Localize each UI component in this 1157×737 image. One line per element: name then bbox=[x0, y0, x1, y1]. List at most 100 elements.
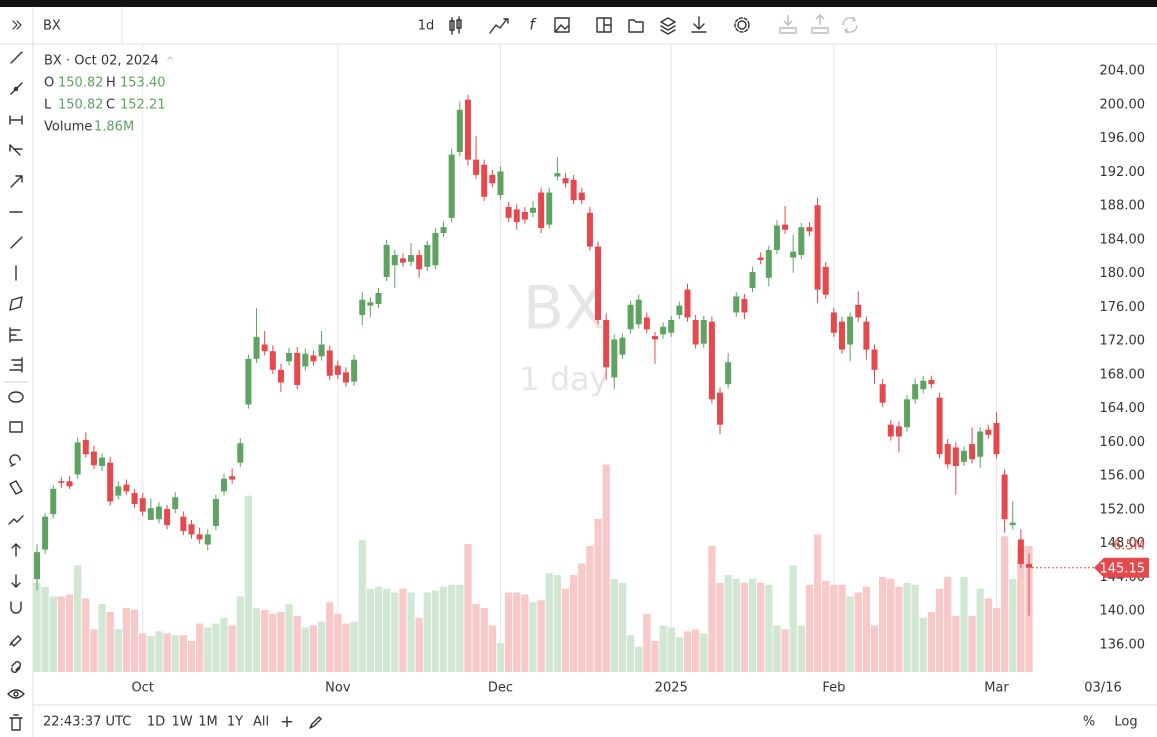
top-strip bbox=[0, 0, 1157, 7]
y-tick-label: 188.00 bbox=[1100, 199, 1146, 214]
volume-bar bbox=[147, 635, 155, 672]
candle-body bbox=[871, 349, 878, 370]
candle-body bbox=[334, 365, 341, 375]
volume-bar bbox=[683, 631, 692, 672]
candle-body bbox=[814, 205, 821, 290]
x-tick-label: Feb bbox=[822, 681, 845, 696]
candle-body bbox=[790, 251, 797, 258]
y-tick-label: 152.00 bbox=[1100, 502, 1146, 517]
volume-bar bbox=[732, 578, 740, 672]
candle-body bbox=[286, 352, 293, 362]
legend-caret[interactable]: ^ bbox=[166, 56, 174, 67]
volume-bar bbox=[33, 582, 41, 672]
volume-bar bbox=[895, 586, 903, 672]
candle-body bbox=[212, 498, 219, 526]
candle-body bbox=[651, 336, 658, 340]
candle-body bbox=[749, 271, 756, 288]
percent-button[interactable]: % bbox=[1083, 715, 1095, 730]
volume-bar bbox=[366, 588, 375, 672]
volume-bar bbox=[586, 546, 594, 672]
volume-bar bbox=[472, 604, 480, 672]
candle-body bbox=[887, 424, 894, 437]
volume-bar bbox=[391, 592, 399, 672]
volume-bar bbox=[529, 602, 537, 672]
volume-bar bbox=[651, 640, 659, 672]
range-button[interactable]: 1D bbox=[147, 715, 165, 730]
last-volume-label: 6.5M bbox=[1113, 539, 1145, 554]
y-tick-label: 192.00 bbox=[1100, 165, 1146, 180]
candle-body bbox=[147, 508, 154, 520]
toolbar-icons[interactable]: f bbox=[449, 14, 858, 35]
cursor-date-label: 03/16 bbox=[1084, 681, 1121, 696]
range-button[interactable]: 1W bbox=[171, 715, 192, 730]
candle-body bbox=[326, 350, 333, 376]
add-range-button[interactable]: + bbox=[280, 712, 294, 732]
volume-bar bbox=[488, 625, 497, 672]
volume-bar bbox=[439, 586, 448, 672]
candle-body bbox=[131, 493, 138, 505]
volume-bar bbox=[797, 625, 805, 672]
volume-bar bbox=[431, 590, 440, 672]
volume-bar bbox=[261, 609, 269, 672]
last-price-tag bbox=[1094, 557, 1149, 578]
interval-button[interactable]: 1d bbox=[418, 19, 435, 34]
symbol-button[interactable]: BX bbox=[43, 19, 61, 34]
candle-body bbox=[969, 444, 976, 460]
volume-bar bbox=[813, 534, 822, 672]
volume-bar bbox=[407, 592, 415, 672]
candle-body bbox=[188, 524, 195, 535]
volume-bar bbox=[448, 584, 456, 672]
volume-bar bbox=[773, 625, 781, 672]
range-button[interactable]: 1M bbox=[198, 715, 218, 730]
clock: 22:43:37 UTC bbox=[43, 715, 131, 730]
range-button[interactable]: 1Y bbox=[227, 715, 243, 730]
volume-bar bbox=[350, 621, 358, 672]
candle-body bbox=[895, 426, 902, 437]
candle-body bbox=[619, 337, 626, 355]
volume-bar bbox=[480, 608, 488, 672]
draw-button[interactable] bbox=[309, 716, 322, 729]
volume-bar bbox=[244, 495, 253, 672]
legend: BX · Oct 02, 2024 ^ O 150.82 H 153.40 L … bbox=[38, 50, 174, 142]
volume-bar bbox=[423, 592, 431, 672]
volume-bar bbox=[204, 627, 212, 672]
legend-value: 150.82 bbox=[58, 98, 104, 113]
y-tick-label: 180.00 bbox=[1100, 266, 1146, 281]
volume-bar bbox=[155, 631, 163, 672]
candle-body bbox=[757, 257, 764, 261]
candle-body bbox=[530, 207, 536, 213]
candle-body bbox=[765, 249, 772, 278]
volume-bar bbox=[765, 584, 773, 672]
candle-body bbox=[74, 442, 81, 475]
candle-body bbox=[700, 320, 707, 344]
candle-body bbox=[692, 320, 699, 345]
candle-body bbox=[944, 444, 951, 465]
legend-value: 153.40 bbox=[120, 76, 166, 91]
candle-body bbox=[920, 380, 927, 390]
candle-body bbox=[34, 552, 40, 580]
candle-body bbox=[448, 154, 455, 218]
candle-body bbox=[107, 462, 114, 502]
candle-body bbox=[782, 224, 789, 230]
candle-body bbox=[1026, 563, 1032, 568]
candle-body bbox=[952, 447, 959, 467]
volume-bar bbox=[545, 573, 553, 672]
volume-bar bbox=[984, 598, 993, 672]
range-button[interactable]: All bbox=[253, 715, 269, 730]
candle-body bbox=[684, 289, 691, 318]
candle-body bbox=[416, 255, 423, 270]
candle-body bbox=[741, 298, 748, 313]
candle-body bbox=[318, 344, 325, 357]
volume-bar bbox=[724, 575, 732, 672]
volume-bar bbox=[659, 625, 667, 672]
candle-body bbox=[50, 488, 57, 515]
drawing-tools[interactable] bbox=[3, 20, 29, 731]
volume-bar bbox=[1000, 536, 1009, 672]
log-button[interactable]: Log bbox=[1114, 715, 1137, 730]
volume-bar bbox=[73, 565, 82, 672]
x-tick-label: Oct bbox=[131, 681, 153, 696]
candle-body bbox=[261, 344, 268, 352]
candle-body bbox=[717, 392, 724, 425]
volume-bar bbox=[309, 625, 318, 672]
volume-bar bbox=[317, 621, 326, 672]
